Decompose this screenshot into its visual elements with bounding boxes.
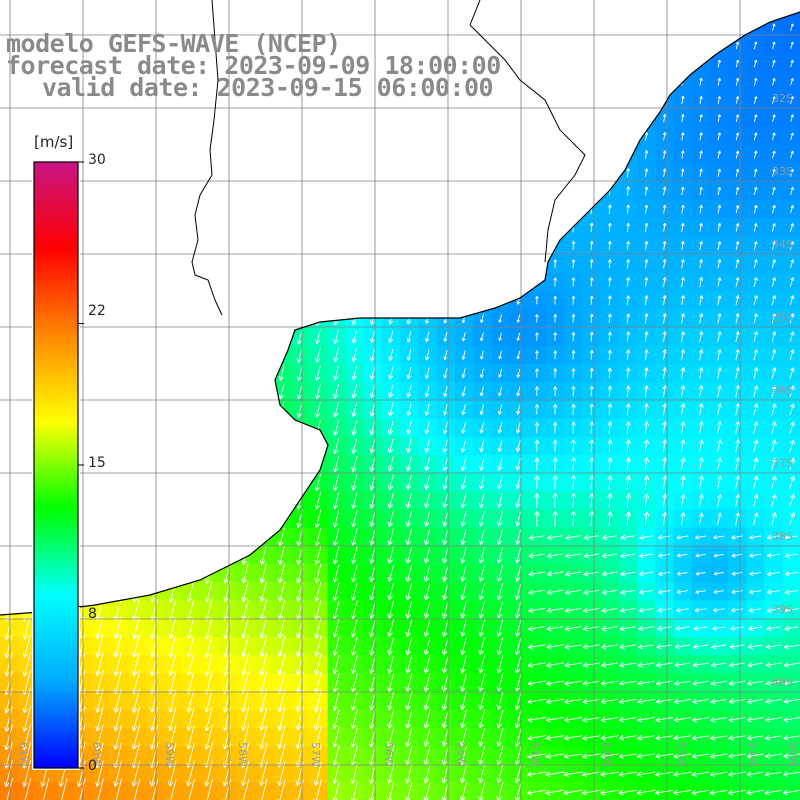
- longitude-label: 56W: [382, 742, 395, 767]
- longitude-label: 57W: [309, 742, 322, 767]
- latitude-label: 34S: [772, 238, 793, 251]
- colorbar-tick-label: 0: [88, 758, 97, 774]
- longitude-label: 50W: [787, 742, 800, 767]
- latitude-label: 32S: [772, 92, 793, 105]
- colorbar: [33, 161, 79, 769]
- latitude-labels: 32S 33S 34S 35S 36S 37S 38S 39S 40S: [772, 92, 793, 689]
- title-forecast-date: forecast date: 2023-09-09 18:00:00: [6, 51, 501, 80]
- longitude-label: 52W: [674, 742, 687, 767]
- coastline: [0, 11, 800, 616]
- latitude-label: 36S: [772, 384, 793, 397]
- latitude-label: 37S: [772, 457, 793, 470]
- longitude-label: 61W: [17, 742, 30, 767]
- colorbar-tick-label: 30: [88, 152, 106, 168]
- longitude-label: 53W: [601, 742, 614, 767]
- longitude-labels: 61W 60W 59W 58W 57W 56W 55W 54W 53W 52W 51W 50W: [17, 742, 800, 767]
- latitude-label: 33S: [772, 165, 793, 178]
- title-model: modelo GEFS-WAVE (NCEP): [6, 29, 341, 58]
- colorbar-unit: [m/s]: [34, 133, 74, 151]
- latitude-label: 39S: [772, 603, 793, 616]
- latitude-label: 40S: [772, 676, 793, 689]
- latitude-label: 38S: [772, 530, 793, 543]
- colorbar-tick-label: 8: [88, 606, 97, 622]
- longitude-label: 54W: [528, 742, 541, 767]
- latitude-label: 35S: [772, 311, 793, 324]
- colorbar-tick-label: 22: [88, 303, 106, 319]
- country-border: [191, 0, 586, 316]
- longitude-label: 58W: [236, 742, 249, 767]
- longitude-label: 51W: [747, 742, 760, 767]
- title-valid-date: valid date: 2023-09-15 06:00:00: [42, 73, 494, 102]
- longitude-label: 55W: [455, 742, 468, 767]
- longitude-label: 60W: [90, 742, 103, 767]
- colorbar-tick-label: 15: [88, 455, 106, 471]
- longitude-label: 59W: [163, 742, 176, 767]
